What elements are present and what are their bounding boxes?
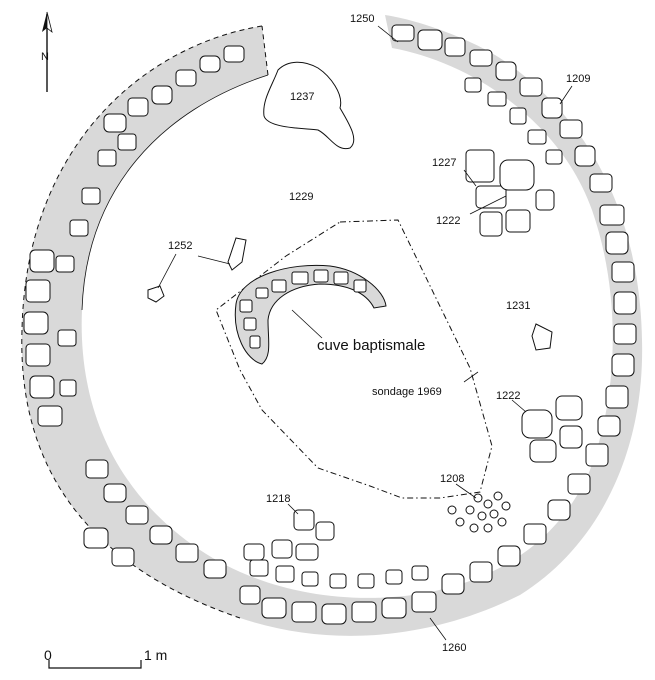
- north-letter: N: [41, 51, 49, 63]
- feature-1252b: [147, 285, 165, 303]
- label-1222-north: 1222: [436, 215, 460, 227]
- label-sondage-1969: sondage 1969: [372, 386, 442, 398]
- label-1222-east: 1222: [496, 390, 520, 402]
- feature-1231: [531, 323, 553, 351]
- north-arrow: [42, 11, 53, 92]
- scale-start: 0: [44, 647, 52, 663]
- label-1218: 1218: [266, 493, 290, 505]
- label-1209: 1209: [566, 73, 590, 85]
- baptismal-font: [234, 264, 387, 365]
- label-1252: 1252: [168, 240, 192, 252]
- feature-1237: [263, 61, 355, 150]
- label-1250: 1250: [350, 13, 374, 25]
- label-1229: 1229: [289, 191, 313, 203]
- circular-wall: [21, 15, 643, 636]
- sondage-1969-outline: [215, 219, 493, 499]
- scale-end: 1 m: [144, 647, 167, 663]
- label-cuve-baptismale: cuve baptismale: [317, 337, 425, 354]
- leader-lines: [157, 25, 573, 641]
- label-1260: 1260: [442, 642, 466, 654]
- feature-1252a: [227, 237, 247, 271]
- label-1227: 1227: [432, 157, 456, 169]
- label-1231: 1231: [506, 300, 530, 312]
- label-1237: 1237: [290, 91, 314, 103]
- label-1208: 1208: [440, 473, 464, 485]
- wall-stones: [23, 24, 637, 625]
- scale-bar: [48, 660, 142, 669]
